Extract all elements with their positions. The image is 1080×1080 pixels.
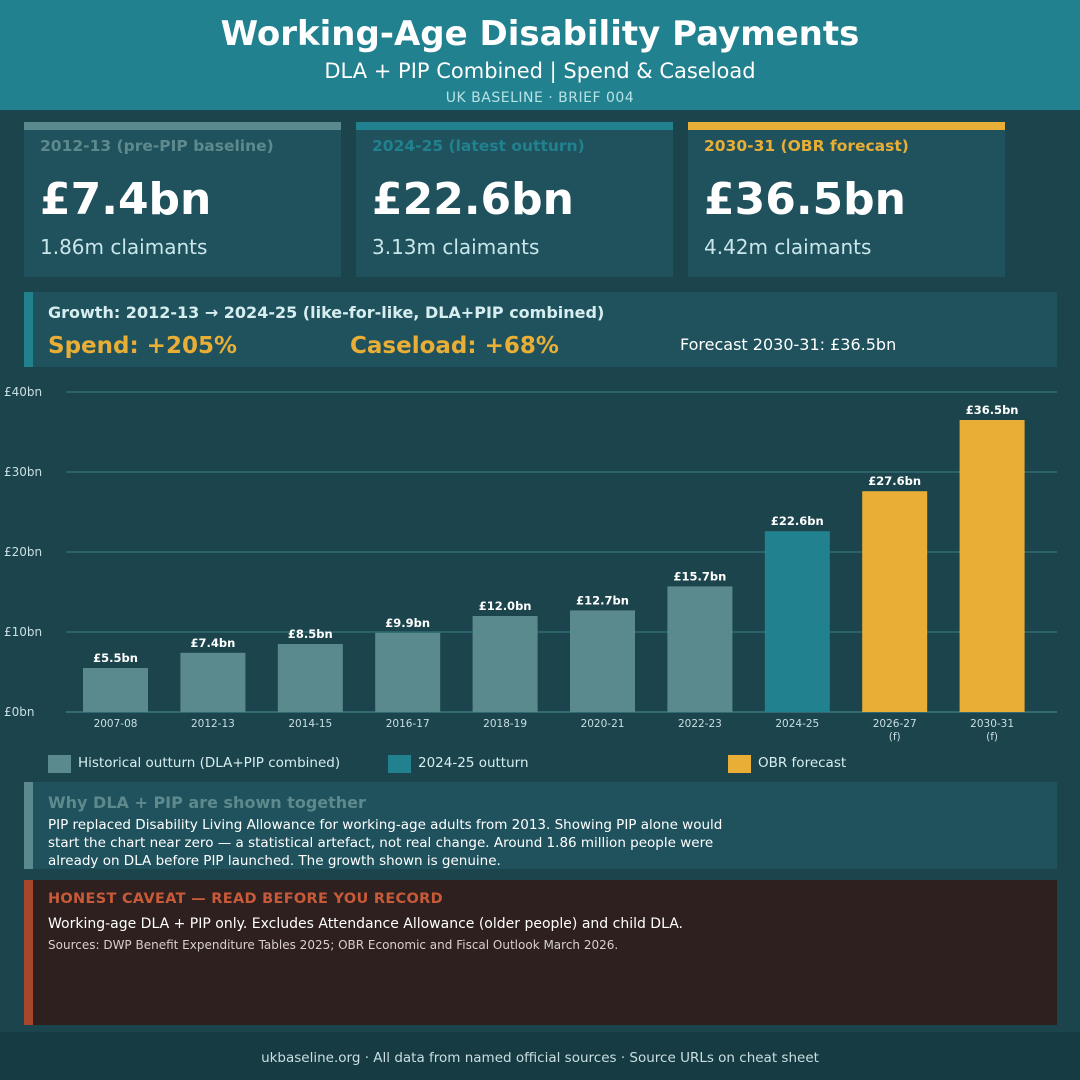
bar-value-label: £27.6bn xyxy=(868,474,921,488)
card-claimants: 3.13m claimants xyxy=(372,235,540,259)
caseload-growth: Caseload: +68% xyxy=(350,333,559,359)
growth-title: Growth: 2012-13 → 2024-25 (like-for-like… xyxy=(48,303,605,322)
explainer-panel: Why DLA + PIP are shown together PIP rep… xyxy=(24,782,1057,869)
bar-2030-31 xyxy=(959,420,1025,712)
caveat-accent-bar xyxy=(24,880,33,1025)
card-value: £36.5bn xyxy=(704,174,906,225)
stat-card-2024: 2024-25 (latest outturn) £22.6bn 3.13m c… xyxy=(356,122,673,277)
x-tick-label: 2014-15 xyxy=(288,718,332,730)
legend-swatch xyxy=(48,755,71,773)
x-tick-label: 2030-31 xyxy=(970,718,1014,730)
bar-value-label: £22.6bn xyxy=(771,514,824,528)
card-label: 2030-31 (OBR forecast) xyxy=(704,137,909,155)
bar-2020-21 xyxy=(570,610,635,712)
growth-accent-bar xyxy=(24,292,33,367)
bar-value-label: £7.4bn xyxy=(191,636,236,650)
bar-value-label: £12.7bn xyxy=(576,593,629,607)
explainer-accent-bar xyxy=(24,782,33,869)
legend-swatch xyxy=(388,755,411,773)
x-tick-note: (f) xyxy=(889,731,901,743)
bar-2022-23 xyxy=(667,586,733,712)
card-accent-bar xyxy=(688,122,1005,130)
caveat-panel: HONEST CAVEAT — READ BEFORE YOU RECORD W… xyxy=(24,880,1057,1025)
card-claimants: 1.86m claimants xyxy=(40,235,208,259)
bar-value-label: £15.7bn xyxy=(674,569,727,583)
explainer-title: Why DLA + PIP are shown together xyxy=(48,793,366,812)
footer-text: ukbaseline.org · All data from named off… xyxy=(261,1050,819,1066)
y-tick-label: £10bn xyxy=(4,625,42,639)
bar-2012-13 xyxy=(180,652,246,712)
x-tick-note: (f) xyxy=(986,731,998,743)
bar-value-label: £5.5bn xyxy=(93,651,138,665)
legend-swatch xyxy=(728,755,751,773)
bar-value-label: £9.9bn xyxy=(385,616,430,630)
card-value: £7.4bn xyxy=(40,174,212,225)
bar-value-label: £8.5bn xyxy=(288,627,333,641)
page-subtitle: DLA + PIP Combined | Spend & Caseload xyxy=(324,59,756,83)
forecast-note: Forecast 2030-31: £36.5bn xyxy=(680,335,897,354)
card-value: £22.6bn xyxy=(372,174,574,225)
stat-card-2012: 2012-13 (pre-PIP baseline) £7.4bn 1.86m … xyxy=(24,122,341,277)
card-accent-bar xyxy=(24,122,341,130)
bar-2007-08 xyxy=(83,668,148,712)
footer: ukbaseline.org · All data from named off… xyxy=(0,1032,1080,1080)
caveat-text: Working-age DLA + PIP only. Excludes Att… xyxy=(48,916,683,932)
brief-kicker: UK BASELINE · BRIEF 004 xyxy=(445,90,635,106)
spend-growth: Spend: +205% xyxy=(48,333,237,359)
card-accent-bar xyxy=(356,122,673,130)
x-tick-label: 2024-25 xyxy=(775,718,819,730)
bar-2014-15 xyxy=(277,644,343,712)
y-tick-label: £30bn xyxy=(4,465,42,479)
legend-label: OBR forecast xyxy=(758,755,847,771)
y-tick-label: £40bn xyxy=(4,385,42,399)
bar-2018-19 xyxy=(472,616,538,712)
bar-2016-17 xyxy=(375,632,441,712)
card-label: 2012-13 (pre-PIP baseline) xyxy=(40,137,274,155)
x-tick-label: 2012-13 xyxy=(191,718,235,730)
bar-2026-27 xyxy=(862,491,928,712)
x-tick-label: 2018-19 xyxy=(483,718,527,730)
legend-label: 2024-25 outturn xyxy=(418,755,529,771)
card-claimants: 4.42m claimants xyxy=(704,235,872,259)
stat-card-2030: 2030-31 (OBR forecast) £36.5bn 4.42m cla… xyxy=(688,122,1005,277)
y-tick-label: £20bn xyxy=(4,545,42,559)
y-tick-label: £0bn xyxy=(4,705,35,719)
caveat-title: HONEST CAVEAT — READ BEFORE YOU RECORD xyxy=(48,891,443,907)
page-title: Working-Age Disability Payments xyxy=(220,14,860,54)
x-tick-label: 2007-08 xyxy=(94,718,138,730)
x-tick-label: 2026-27 xyxy=(873,718,917,730)
caveat-sources: Sources: DWP Benefit Expenditure Tables … xyxy=(48,938,619,952)
header: Working-Age Disability Payments DLA + PI… xyxy=(0,0,1080,110)
spend-bar-chart: £0bn £10bn £20bn £30bn £40bn £5.5bn 2007-08 £7.… xyxy=(4,385,1057,743)
growth-panel: Growth: 2012-13 → 2024-25 (like-for-like… xyxy=(24,292,1057,367)
bar-value-label: £36.5bn xyxy=(966,403,1019,417)
x-tick-label: 2016-17 xyxy=(386,718,430,730)
x-tick-label: 2020-21 xyxy=(581,718,625,730)
x-tick-label: 2022-23 xyxy=(678,718,722,730)
explainer-body: PIP replaced Disability Living Allowance… xyxy=(48,817,723,869)
bar-value-label: £12.0bn xyxy=(479,599,532,613)
legend-label: Historical outturn (DLA+PIP combined) xyxy=(78,755,341,771)
card-label: 2024-25 (latest outturn) xyxy=(372,137,585,155)
bar-2024-25 xyxy=(764,531,830,712)
